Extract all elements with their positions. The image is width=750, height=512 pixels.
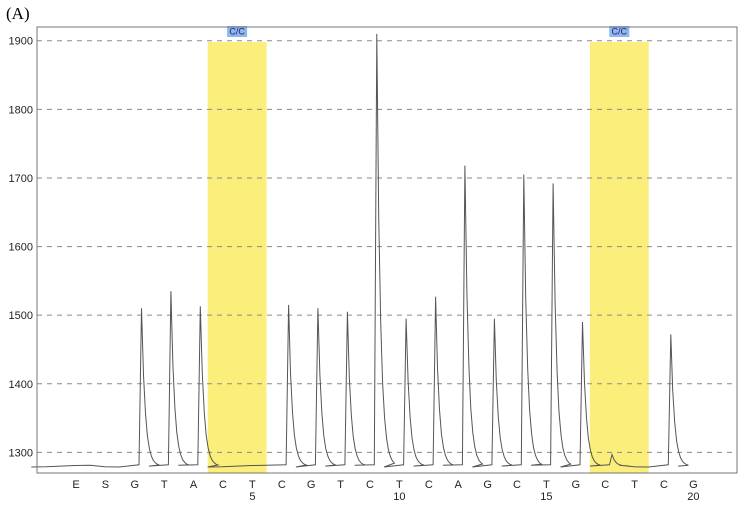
x-tick-10: T — [337, 479, 344, 491]
y-tick-1700: 1700 — [9, 173, 33, 185]
axes — [36, 26, 738, 474]
x-tick-6: C — [219, 479, 227, 491]
x-tick-17: T — [543, 479, 550, 491]
highlight-tag-label-2: C/C — [612, 27, 628, 37]
x-tick-labels: E S G T A C T C G T C T C A G C T G C T C G 5 10 15 20 — [72, 479, 699, 503]
x-tick-11: C — [366, 479, 374, 491]
x-tick-4: T — [161, 479, 168, 491]
x-tick-18: G — [572, 479, 581, 491]
x-tick-5: A — [190, 479, 198, 491]
x-tick-1: E — [72, 479, 79, 491]
x-tick-8: C — [278, 479, 286, 491]
x-tick-22: G — [689, 479, 698, 491]
x-position-10: 10 — [393, 491, 405, 503]
y-tick-1400: 1400 — [9, 379, 33, 391]
x-tick-7: T — [249, 479, 256, 491]
x-tick-20: T — [631, 479, 638, 491]
y-tick-1800: 1800 — [9, 104, 33, 116]
x-tick-13: C — [425, 479, 433, 491]
y-tick-1600: 1600 — [9, 242, 33, 254]
highlight-tag-2 — [609, 26, 630, 37]
x-tick-21: C — [660, 479, 668, 491]
plot-frame — [36, 26, 738, 474]
y-tick-1500: 1500 — [9, 310, 33, 322]
x-tick-14: A — [455, 479, 463, 491]
x-position-20: 20 — [687, 491, 699, 503]
y-tick-1300: 1300 — [9, 447, 33, 459]
trace-group — [31, 33, 689, 468]
x-tick-9: G — [307, 479, 316, 491]
x-tick-19: C — [601, 479, 609, 491]
grid-lines — [37, 40, 737, 453]
highlight-regions: C/C C/C — [207, 26, 649, 473]
y-tick-1900: 1900 — [9, 36, 33, 48]
panel-label: (A) — [6, 4, 30, 23]
x-tick-15: G — [483, 479, 492, 491]
signal-trace — [31, 33, 689, 468]
x-position-15: 15 — [540, 491, 552, 503]
y-tick-labels: 1300 1400 1500 1600 1700 1800 1900 — [9, 36, 33, 460]
x-tick-12: T — [396, 479, 403, 491]
x-tick-16: C — [513, 479, 521, 491]
x-tick-2: S — [102, 479, 109, 491]
x-position-5: 5 — [249, 491, 255, 503]
highlight-band-1 — [207, 42, 267, 473]
highlight-tag-1 — [227, 26, 248, 37]
x-tick-3: G — [131, 479, 140, 491]
highlight-band-2 — [589, 42, 649, 473]
highlight-tag-label-1: C/C — [229, 27, 245, 37]
